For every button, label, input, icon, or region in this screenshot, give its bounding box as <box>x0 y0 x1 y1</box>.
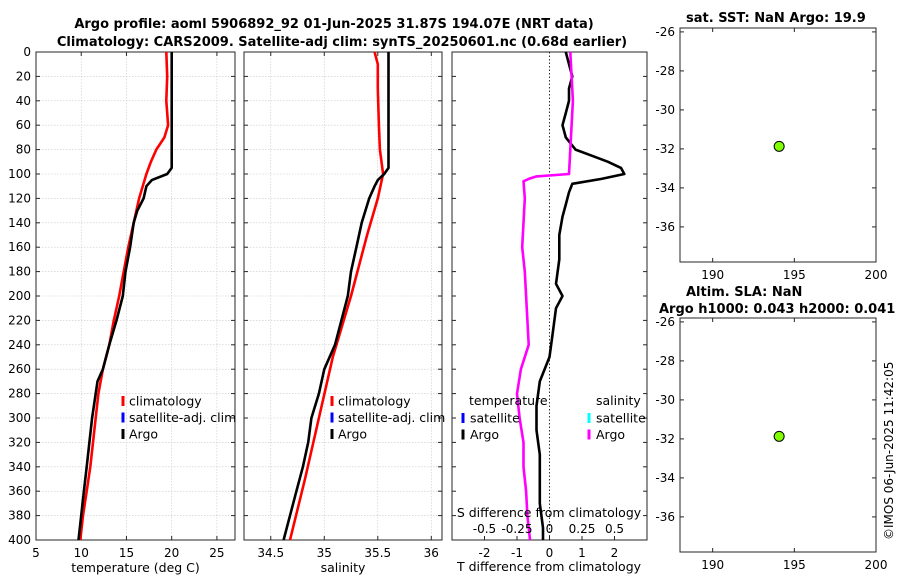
timestamp-watermark: ©IMOS 06-Jun-2025 11:42:05 <box>882 362 896 540</box>
legend-label: Argo <box>596 427 625 442</box>
x-tick-label: 200 <box>865 558 888 572</box>
top-axis-label: S difference from climatology <box>457 505 642 520</box>
y-tick-label: 160 <box>8 240 31 254</box>
sst-title: sat. SST: NaN Argo: 19.9 <box>686 11 866 26</box>
y-tick-label: 280 <box>8 387 31 401</box>
y-tick-label: 380 <box>8 509 31 523</box>
x-axis-label: temperature (deg C) <box>71 560 200 575</box>
x-axis-label: T difference from climatology <box>456 559 642 574</box>
series-argo <box>282 52 390 541</box>
top-tick-label: 0.5 <box>605 522 624 536</box>
x-tick-label: 10 <box>74 546 89 560</box>
salinity-panel: 34.5 35 35.5 36 salinity climatologysatellite… <box>243 51 445 575</box>
legend-label: climatology <box>338 394 411 409</box>
x-tick-label: 195 <box>783 268 806 282</box>
sst-map-panel: sat. SST: NaN Argo: 19.9 190 195 200 -26 -28 -… <box>655 11 887 282</box>
legend-label: satellite <box>470 411 520 426</box>
x-tick-label: 35.5 <box>364 546 391 560</box>
legend-label: Argo <box>129 427 158 442</box>
title-line-1: Argo profile: aoml 5906892_92 01-Jun-202… <box>74 17 593 32</box>
float-location-dot <box>773 140 785 152</box>
sla-title-line-1: Altim. SLA: NaN <box>686 285 802 300</box>
x-tick-label: 1 <box>578 546 586 560</box>
x-tick-label: 190 <box>701 558 724 572</box>
y-tick-label: -36 <box>655 220 675 234</box>
y-tick-label: -32 <box>655 432 675 446</box>
y-tick-label: 60 <box>16 118 31 132</box>
float-location-dot <box>773 430 785 442</box>
y-tick-label: 180 <box>8 265 31 279</box>
series-temperature-argo <box>535 51 626 540</box>
x-tick-label: 36 <box>424 546 439 560</box>
y-tick-label: -30 <box>655 393 675 407</box>
y-tick-label: -28 <box>655 354 675 368</box>
x-tick-label: 195 <box>783 558 806 572</box>
y-tick-label: 300 <box>8 411 31 425</box>
top-tick-label: -0.5 <box>473 522 496 536</box>
y-tick-label: 260 <box>8 362 31 376</box>
legend-label: climatology <box>129 394 202 409</box>
x-tick-label: 0 <box>546 546 554 560</box>
y-tick-label: 320 <box>8 435 31 449</box>
y-tick-label: 100 <box>8 167 31 181</box>
sla-title-line-2: Argo h1000: 0.043 h2000: 0.041 <box>659 302 895 317</box>
y-tick-label: -32 <box>655 142 675 156</box>
y-tick-label: -30 <box>655 103 675 117</box>
legend-label: satellite-adj. clim <box>338 410 445 425</box>
y-tick-label: 0 <box>23 45 31 59</box>
y-tick-label: 220 <box>8 313 31 327</box>
y-tick-label: -28 <box>655 64 675 78</box>
y-tick-label: 120 <box>8 191 31 205</box>
axes-frame <box>451 51 648 541</box>
y-tick-label: 340 <box>8 460 31 474</box>
top-tick-label: 0.25 <box>569 522 596 536</box>
series-argo <box>77 52 173 541</box>
x-tick-label: 200 <box>865 268 888 282</box>
x-axis-label: salinity <box>321 560 366 575</box>
x-tick-label: 25 <box>209 546 224 560</box>
legend-title: temperature <box>469 393 548 408</box>
y-tick-label: -26 <box>655 25 675 39</box>
series-salinity-argo <box>515 51 575 541</box>
y-tick-label: 360 <box>8 484 31 498</box>
y-tick-label: 400 <box>8 533 31 547</box>
x-tick-label: -2 <box>479 546 491 560</box>
legend-label: Argo <box>338 427 367 442</box>
y-tick-label: 20 <box>16 69 31 83</box>
y-tick-label: -36 <box>655 510 675 524</box>
y-tick-label: 80 <box>16 143 31 157</box>
x-tick-label: 2 <box>611 546 619 560</box>
temperature-panel: 5 10 15 20 25 0 20 40 60 80 100 120 140 160 180 200 220 2… <box>8 45 236 575</box>
x-tick-label: 15 <box>119 546 134 560</box>
x-tick-label: 34.5 <box>257 546 284 560</box>
legend-title: salinity <box>596 393 641 408</box>
legend-label: Argo <box>470 427 499 442</box>
y-tick-label: -26 <box>655 315 675 329</box>
x-tick-label: 190 <box>701 268 724 282</box>
y-tick-label: 240 <box>8 338 31 352</box>
sla-map-panel: Altim. SLA: NaN Argo h1000: 0.043 h2000: … <box>655 285 895 572</box>
y-tick-label: -34 <box>655 471 675 485</box>
legend-label: satellite <box>596 411 646 426</box>
title-line-2: Climatology: CARS2009. Satellite-adj cli… <box>57 35 627 50</box>
x-tick-label: -1 <box>511 546 523 560</box>
axes-frame <box>679 27 877 263</box>
top-tick-label: 0 <box>546 522 554 536</box>
x-tick-label: 35 <box>317 546 332 560</box>
x-tick-label: 20 <box>164 546 179 560</box>
y-tick-label: -34 <box>655 181 675 195</box>
x-tick-label: 5 <box>32 546 40 560</box>
y-tick-label: 40 <box>16 94 31 108</box>
axes-frame <box>679 317 877 553</box>
series-climatology <box>288 51 385 541</box>
series-climatology <box>79 51 170 541</box>
legend-label: satellite-adj. clim <box>129 410 236 425</box>
y-tick-label: 200 <box>8 289 31 303</box>
y-tick-label: 140 <box>8 216 31 230</box>
top-tick-label: -0.25 <box>501 522 532 536</box>
